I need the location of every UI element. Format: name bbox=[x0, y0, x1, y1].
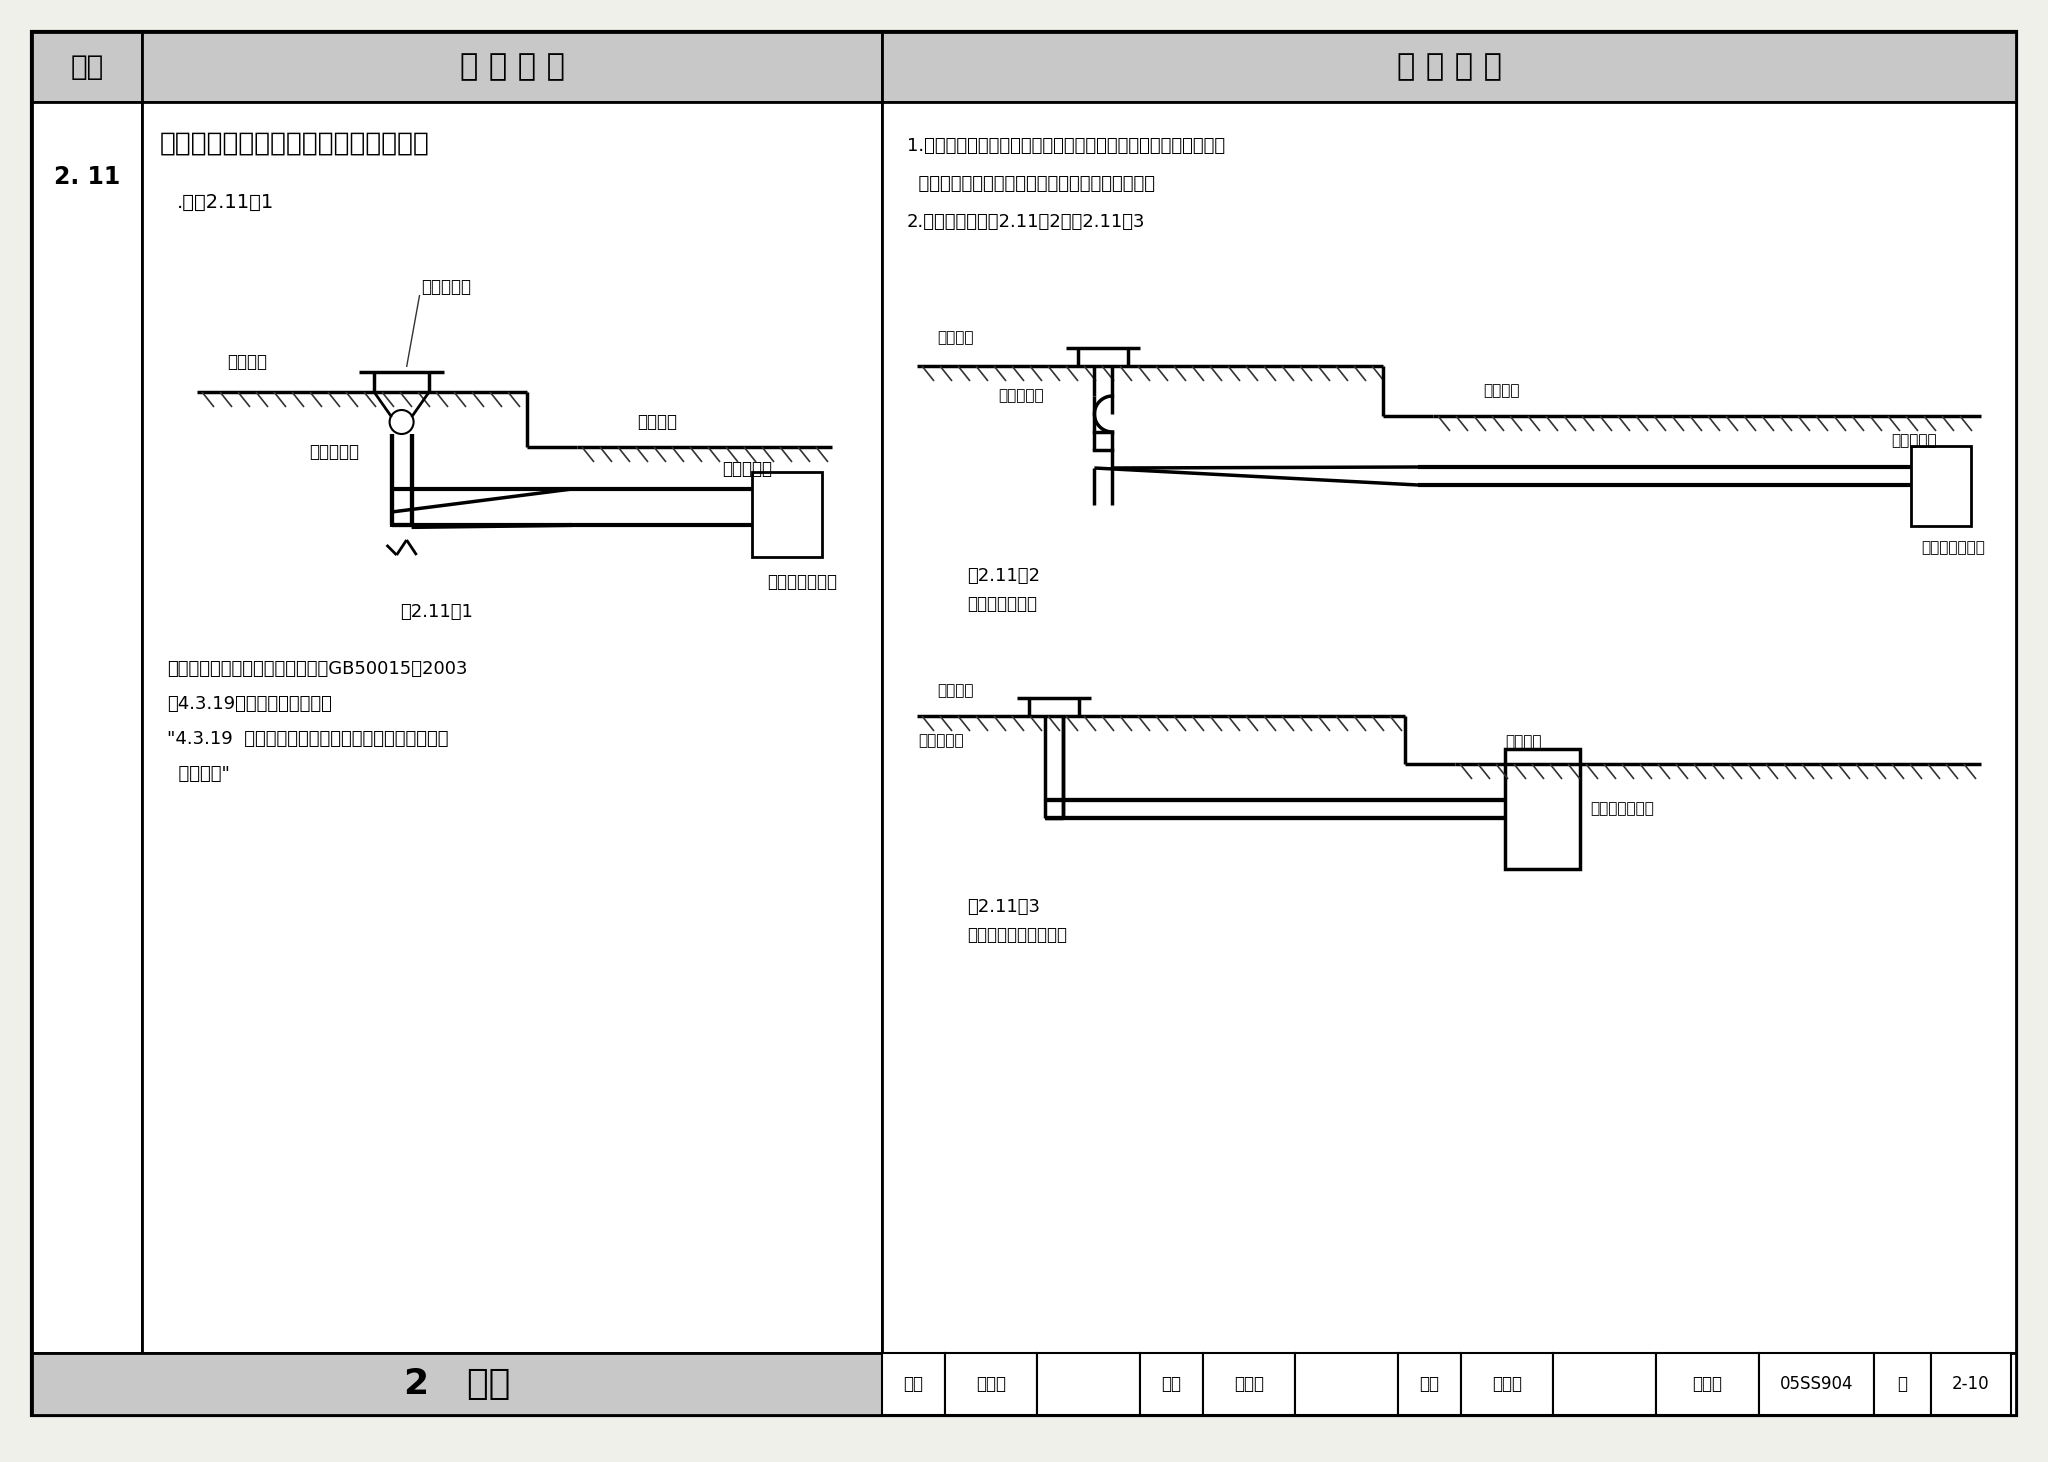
Text: 改 进 措 施: 改 进 措 施 bbox=[1397, 53, 1501, 82]
Text: 第4.3.19条。（强制性条文）: 第4.3.19条。（强制性条文） bbox=[168, 694, 332, 713]
Text: 图2.11－1: 图2.11－1 bbox=[399, 602, 473, 621]
Bar bbox=[1759, 1352, 1874, 1415]
Bar bbox=[1552, 1352, 1657, 1415]
Text: 室内排水沟: 室内排水沟 bbox=[920, 734, 965, 749]
Text: 隔绝这些有毒气体窜入室内，污染室内环境卫生。: 隔绝这些有毒气体窜入室内，污染室内环境卫生。 bbox=[907, 175, 1155, 193]
Text: 图2.11－2: 图2.11－2 bbox=[967, 567, 1040, 585]
Bar bbox=[1505, 749, 1579, 868]
Text: 封装置。": 封装置。" bbox=[168, 765, 229, 784]
Text: .见图2.11－1: .见图2.11－1 bbox=[176, 193, 274, 212]
Text: 无水封地漏: 无水封地漏 bbox=[309, 443, 358, 461]
Text: 05SS904: 05SS904 bbox=[1780, 1374, 1853, 1393]
Text: 李储生: 李储生 bbox=[977, 1374, 1006, 1393]
Bar bbox=[1202, 1352, 1294, 1415]
Bar bbox=[1141, 1352, 1202, 1415]
Text: 排水管设存水弯: 排水管设存水弯 bbox=[967, 595, 1036, 613]
Text: 室内排水沟与室外排水管之间未设水封: 室内排水沟与室外排水管之间未设水封 bbox=[160, 132, 430, 156]
Text: 室内排水沟: 室内排水沟 bbox=[422, 278, 471, 295]
Text: 室外排水检查井: 室外排水检查井 bbox=[768, 573, 838, 591]
Bar bbox=[1657, 1352, 1759, 1415]
Text: 违反了《建筑给水排水设计规范》GB50015－2003: 违反了《建筑给水排水设计规范》GB50015－2003 bbox=[168, 659, 467, 678]
Text: 室外地面: 室外地面 bbox=[1505, 734, 1542, 750]
Text: 常 见 问 题: 常 见 问 题 bbox=[459, 53, 565, 82]
Text: 室内地面: 室内地面 bbox=[938, 684, 973, 699]
Bar bbox=[141, 32, 883, 102]
Text: 序号: 序号 bbox=[70, 53, 104, 80]
Text: 2   排水: 2 排水 bbox=[403, 1367, 510, 1401]
Bar bbox=[883, 102, 2015, 1352]
Bar bbox=[33, 1352, 883, 1415]
Bar bbox=[1874, 1352, 1931, 1415]
Text: 室外地面: 室外地面 bbox=[637, 412, 678, 431]
Bar bbox=[1399, 1352, 1460, 1415]
Text: 室外排水管: 室外排水管 bbox=[723, 461, 772, 478]
Bar bbox=[1931, 1352, 2011, 1415]
Bar bbox=[883, 1352, 2015, 1415]
Text: 审核: 审核 bbox=[903, 1374, 924, 1393]
Text: 设计: 设计 bbox=[1419, 1374, 1440, 1393]
Bar bbox=[1460, 1352, 1552, 1415]
Text: 室外排水检查井: 室外排水检查井 bbox=[1921, 541, 1985, 556]
Text: 室内排水沟: 室内排水沟 bbox=[999, 389, 1044, 404]
Text: 排水管出室外设水封井: 排水管出室外设水封井 bbox=[967, 925, 1067, 944]
Bar bbox=[33, 32, 141, 102]
Text: "4.3.19  室内排水沟与室外排水管道连接处，应设水: "4.3.19 室内排水沟与室外排水管道连接处，应设水 bbox=[168, 730, 449, 749]
Text: 页: 页 bbox=[1898, 1374, 1907, 1393]
Text: 2.改进措施：见图2.11－2、图2.11－3: 2.改进措施：见图2.11－2、图2.11－3 bbox=[907, 213, 1145, 231]
Bar bbox=[141, 102, 883, 1352]
Text: 图2.11－3: 图2.11－3 bbox=[967, 898, 1040, 917]
Text: 2-10: 2-10 bbox=[1952, 1374, 1991, 1393]
Text: 王竣旭: 王竣旭 bbox=[1235, 1374, 1264, 1393]
Text: 1.室外排水管道内往往含有有毒气体，设置水封井或存水弯可有效: 1.室外排水管道内往往含有有毒气体，设置水封井或存水弯可有效 bbox=[907, 137, 1225, 155]
Bar bbox=[1294, 1352, 1399, 1415]
Text: 2. 11: 2. 11 bbox=[53, 165, 121, 189]
Text: 图集号: 图集号 bbox=[1692, 1374, 1722, 1393]
Bar bbox=[883, 1352, 944, 1415]
Text: 室内地面: 室内地面 bbox=[938, 330, 973, 345]
Text: 校对: 校对 bbox=[1161, 1374, 1182, 1393]
Text: 室外排水管: 室外排水管 bbox=[1890, 434, 1937, 449]
Text: 室外排水水封井: 室外排水水封井 bbox=[1589, 801, 1655, 816]
Bar bbox=[1911, 446, 1970, 526]
Bar bbox=[1036, 1352, 1141, 1415]
Bar bbox=[33, 102, 141, 1352]
Text: 室内地面: 室内地面 bbox=[227, 352, 266, 371]
Text: 李长安: 李长安 bbox=[1493, 1374, 1522, 1393]
Text: 室外地面: 室外地面 bbox=[1483, 383, 1520, 399]
Bar bbox=[752, 472, 821, 557]
Bar bbox=[944, 1352, 1036, 1415]
Bar bbox=[883, 32, 2015, 102]
